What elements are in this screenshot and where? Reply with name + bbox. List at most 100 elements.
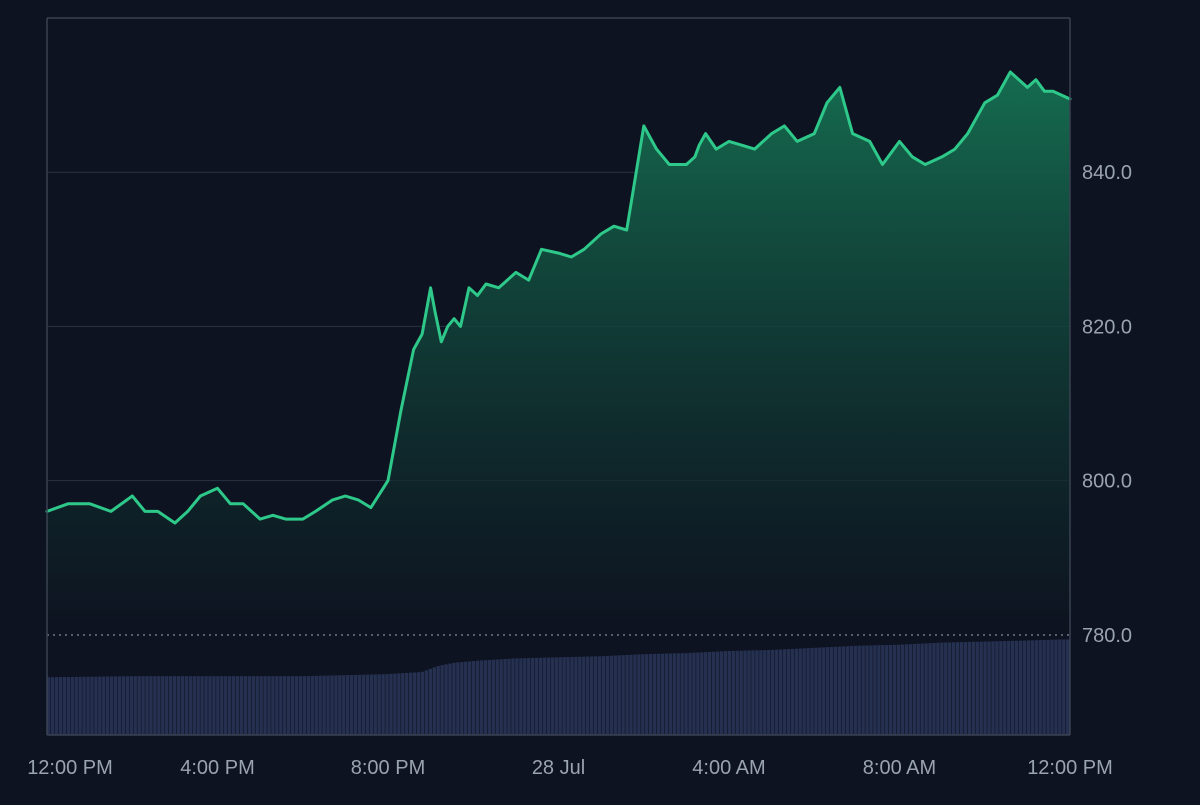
volume-bar <box>538 657 543 735</box>
y-tick-label: 820.0 <box>1082 316 1132 338</box>
volume-bar <box>550 657 554 735</box>
volume-bar <box>499 659 503 735</box>
volume-bar <box>711 651 716 735</box>
volume-bar <box>597 656 602 735</box>
volume-bar <box>200 676 204 735</box>
volume-bar <box>1050 639 1054 735</box>
volume-bar <box>231 676 236 735</box>
volume-bar <box>62 677 67 735</box>
volume-bar <box>456 662 460 735</box>
volume-bar <box>605 655 610 735</box>
volume-bar <box>408 672 413 735</box>
volume-bar <box>1022 640 1027 735</box>
volume-bar <box>113 676 118 735</box>
volume-bar <box>755 650 759 735</box>
volume-bar <box>54 677 59 735</box>
volume-bar <box>298 676 303 735</box>
volume-bar <box>936 642 940 735</box>
volume-bar <box>141 676 145 735</box>
volume-bar <box>204 676 208 735</box>
volume-bar <box>759 650 763 735</box>
volume-bar <box>633 654 637 735</box>
volume-bar <box>102 676 106 735</box>
volume-bar <box>121 676 126 735</box>
volume-bar <box>1026 640 1031 735</box>
volume-bar <box>275 676 279 735</box>
volume-bar <box>680 653 684 735</box>
volume-bar <box>412 672 417 735</box>
volume-bar <box>448 663 452 735</box>
volume-bar <box>904 644 909 735</box>
volume-bar <box>959 642 964 735</box>
volume-bar <box>924 643 928 735</box>
volume-bar <box>82 676 86 735</box>
volume-bar <box>995 641 999 735</box>
volume-bar <box>534 657 539 735</box>
volume-bar <box>869 645 873 735</box>
volume-bar <box>369 674 373 735</box>
volume-bar <box>161 676 165 735</box>
volume-bar <box>790 648 794 735</box>
volume-bar <box>172 676 177 735</box>
chart-frame <box>46 17 1071 736</box>
volume-bar <box>440 665 444 735</box>
volume-bar <box>648 653 653 735</box>
volume-bar <box>696 652 700 735</box>
volume-bar <box>1034 640 1038 735</box>
volume-bar <box>987 641 991 735</box>
volume-bar <box>452 662 456 735</box>
volume-bar <box>613 655 617 735</box>
volume-bar <box>471 661 476 735</box>
volume-bar <box>420 671 425 735</box>
price-line <box>45 70 1072 525</box>
volume-bar <box>507 658 511 735</box>
volume-bar <box>589 656 594 735</box>
volume-bar <box>353 674 358 735</box>
x-tick-label: 4:00 PM <box>180 757 254 779</box>
volume-bar <box>1007 640 1011 735</box>
price-area-fill <box>47 72 1070 635</box>
volume-bar <box>861 645 865 735</box>
volume-bar <box>263 676 267 735</box>
volume-bar <box>318 675 322 735</box>
volume-bars <box>47 639 1070 735</box>
volume-bar <box>251 676 255 735</box>
volume-bar <box>621 655 625 735</box>
volume-bar <box>896 644 901 735</box>
volume-bar <box>802 648 806 735</box>
volume-bar <box>302 676 307 735</box>
volume-bar <box>916 643 920 735</box>
volume-bar <box>641 654 645 735</box>
volume-bar <box>322 675 326 735</box>
volume-bar <box>153 676 157 735</box>
volume-bar <box>704 652 708 735</box>
volume-bar <box>900 644 905 735</box>
volume-bar <box>668 653 673 735</box>
volume-bar <box>247 676 251 735</box>
volume-bar <box>1038 640 1042 735</box>
volume-bar <box>892 644 897 735</box>
volume-bar <box>664 653 669 735</box>
volume-bar <box>1010 640 1015 735</box>
volume-bar <box>165 676 169 735</box>
volume-bar <box>826 647 830 735</box>
volume-bar <box>361 674 366 735</box>
volume-bar <box>259 676 263 735</box>
volume-bar <box>975 641 979 735</box>
volume-bar <box>582 656 586 735</box>
volume-bar <box>928 643 932 735</box>
volume-bar <box>743 650 747 735</box>
volume-bar <box>239 676 244 735</box>
volume-bar <box>932 642 936 735</box>
volume-bar <box>373 674 377 735</box>
volume-bar <box>963 642 968 735</box>
volume-bar <box>1018 640 1023 735</box>
volume-bar <box>527 658 531 735</box>
volume-bar <box>334 675 338 735</box>
volume-bar <box>554 657 558 735</box>
volume-bar <box>184 676 189 735</box>
volume-bar <box>955 642 960 735</box>
volume-bar <box>208 676 212 735</box>
volume-bar <box>951 642 956 735</box>
